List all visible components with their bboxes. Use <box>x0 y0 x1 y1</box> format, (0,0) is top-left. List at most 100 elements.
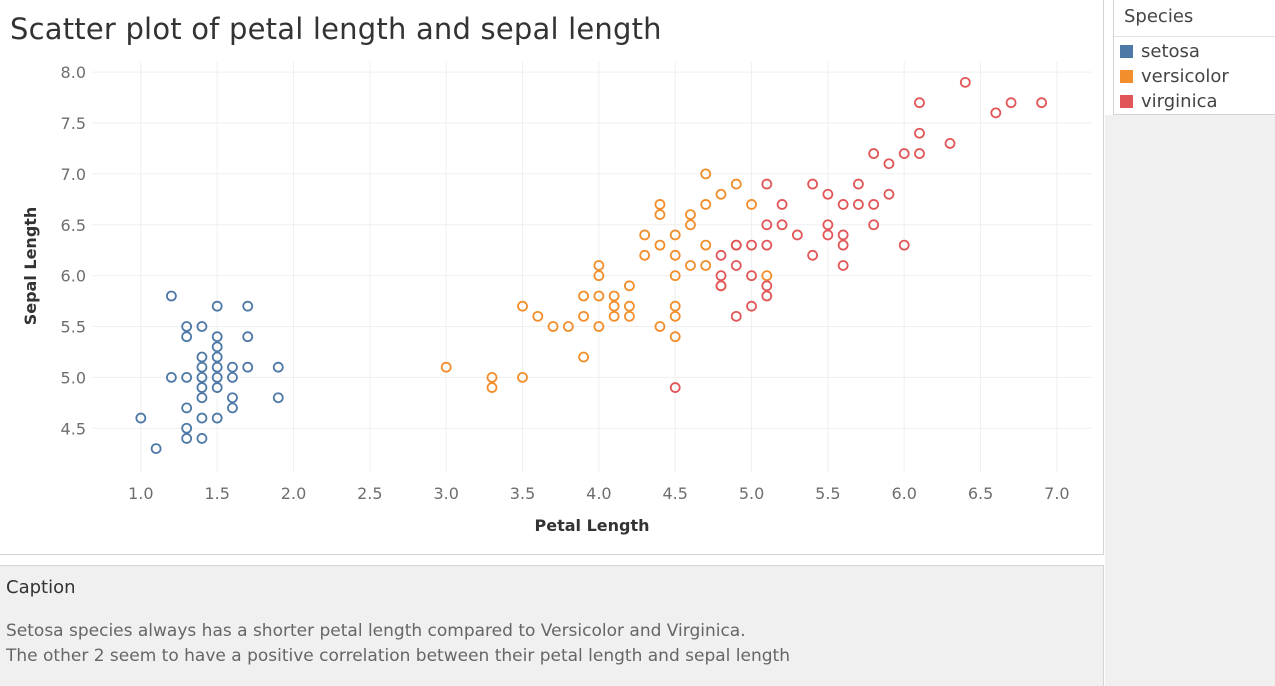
data-point-virginica[interactable] <box>959 76 971 88</box>
data-point-versicolor[interactable] <box>669 300 681 312</box>
data-point-setosa[interactable] <box>181 371 193 383</box>
data-point-versicolor[interactable] <box>578 290 590 302</box>
data-point-setosa[interactable] <box>135 412 147 424</box>
data-point-versicolor[interactable] <box>608 290 620 302</box>
data-point-virginica[interactable] <box>730 310 742 322</box>
data-point-virginica[interactable] <box>730 260 742 271</box>
data-point-versicolor[interactable] <box>685 260 696 271</box>
data-point-versicolor[interactable] <box>547 321 559 332</box>
data-point-setosa[interactable] <box>150 443 162 455</box>
data-point-virginica[interactable] <box>669 382 681 393</box>
data-point-setosa[interactable] <box>211 361 223 373</box>
data-point-virginica[interactable] <box>822 219 834 231</box>
data-point-setosa[interactable] <box>196 392 208 404</box>
data-point-versicolor[interactable] <box>440 361 452 373</box>
data-point-virginica[interactable] <box>776 219 788 231</box>
data-point-versicolor[interactable] <box>654 209 666 221</box>
data-point-versicolor[interactable] <box>593 290 605 302</box>
data-point-virginica[interactable] <box>883 158 895 170</box>
data-point-virginica[interactable] <box>746 239 757 251</box>
data-point-setosa[interactable] <box>196 412 208 424</box>
data-point-versicolor[interactable] <box>700 199 712 210</box>
data-point-versicolor[interactable] <box>746 199 757 210</box>
data-point-virginica[interactable] <box>914 148 925 159</box>
scatter-chart[interactable]: 1.0 1.5 2.0 2.5 3.0 3.5 4.0 4.5 5.0 5.5 6.0 6.5 7.0 … <box>0 0 1104 555</box>
data-point-setosa[interactable] <box>211 331 223 343</box>
data-point-versicolor[interactable] <box>669 310 681 322</box>
data-point-versicolor[interactable] <box>624 280 635 292</box>
data-point-virginica[interactable] <box>776 199 788 210</box>
data-point-versicolor[interactable] <box>761 270 773 282</box>
data-point-versicolor[interactable] <box>578 310 590 322</box>
data-point-versicolor[interactable] <box>593 260 605 271</box>
data-point-versicolor[interactable] <box>608 300 620 312</box>
data-point-setosa[interactable] <box>181 321 193 332</box>
data-point-versicolor[interactable] <box>685 219 696 231</box>
data-point-virginica[interactable] <box>822 229 834 241</box>
data-point-virginica[interactable] <box>1005 97 1017 109</box>
data-point-setosa[interactable] <box>196 361 208 373</box>
data-point-versicolor[interactable] <box>700 239 712 251</box>
data-point-setosa[interactable] <box>211 341 223 353</box>
data-point-versicolor[interactable] <box>486 371 498 383</box>
data-point-virginica[interactable] <box>868 199 880 210</box>
data-point-virginica[interactable] <box>761 219 773 231</box>
data-point-versicolor[interactable] <box>669 229 681 241</box>
data-point-versicolor[interactable] <box>639 229 651 241</box>
data-point-virginica[interactable] <box>837 239 849 251</box>
data-point-virginica[interactable] <box>898 148 910 159</box>
data-point-virginica[interactable] <box>990 107 1002 119</box>
data-point-versicolor[interactable] <box>578 351 590 363</box>
data-point-virginica[interactable] <box>837 199 849 210</box>
data-point-virginica[interactable] <box>883 188 895 200</box>
data-point-virginica[interactable] <box>715 249 727 261</box>
data-point-virginica[interactable] <box>715 270 727 282</box>
data-point-setosa[interactable] <box>181 402 193 414</box>
legend-item-versicolor[interactable]: versicolor <box>1120 65 1229 87</box>
data-point-virginica[interactable] <box>807 178 819 190</box>
data-point-virginica[interactable] <box>837 260 849 271</box>
data-point-versicolor[interactable] <box>593 321 605 332</box>
data-point-virginica[interactable] <box>914 127 925 139</box>
data-point-setosa[interactable] <box>181 433 193 444</box>
data-point-versicolor[interactable] <box>669 249 681 261</box>
data-point-setosa[interactable] <box>227 361 238 373</box>
data-point-versicolor[interactable] <box>624 300 635 312</box>
data-point-virginica[interactable] <box>715 280 727 292</box>
data-point-versicolor[interactable] <box>624 310 635 322</box>
data-point-virginica[interactable] <box>761 239 773 251</box>
legend-item-virginica[interactable]: virginica <box>1120 90 1218 112</box>
data-point-versicolor[interactable] <box>715 188 727 200</box>
data-point-setosa[interactable] <box>196 382 208 393</box>
data-point-versicolor[interactable] <box>593 270 605 282</box>
data-point-virginica[interactable] <box>761 290 773 302</box>
data-point-setosa[interactable] <box>242 361 254 373</box>
data-point-setosa[interactable] <box>227 392 238 404</box>
data-point-virginica[interactable] <box>868 148 880 159</box>
data-point-virginica[interactable] <box>730 239 742 251</box>
data-point-versicolor[interactable] <box>700 168 712 180</box>
data-point-versicolor[interactable] <box>730 178 742 190</box>
data-point-versicolor[interactable] <box>639 249 651 261</box>
data-point-virginica[interactable] <box>898 239 910 251</box>
data-point-virginica[interactable] <box>822 188 834 200</box>
data-point-versicolor[interactable] <box>685 209 696 221</box>
data-point-setosa[interactable] <box>211 382 223 393</box>
data-point-setosa[interactable] <box>227 371 238 383</box>
data-point-versicolor[interactable] <box>532 310 544 322</box>
data-point-versicolor[interactable] <box>517 300 528 312</box>
data-points[interactable] <box>135 76 1048 455</box>
data-point-setosa[interactable] <box>272 361 284 373</box>
data-point-versicolor[interactable] <box>486 382 498 393</box>
data-point-setosa[interactable] <box>211 300 223 312</box>
data-point-virginica[interactable] <box>853 199 864 210</box>
data-point-virginica[interactable] <box>853 178 864 190</box>
data-point-setosa[interactable] <box>211 351 223 363</box>
data-point-virginica[interactable] <box>807 249 819 261</box>
data-point-setosa[interactable] <box>181 331 193 343</box>
data-point-setosa[interactable] <box>196 433 208 444</box>
data-point-virginica[interactable] <box>837 229 849 241</box>
data-point-setosa[interactable] <box>272 392 284 404</box>
data-point-setosa[interactable] <box>196 351 208 363</box>
data-point-virginica[interactable] <box>1036 97 1048 109</box>
